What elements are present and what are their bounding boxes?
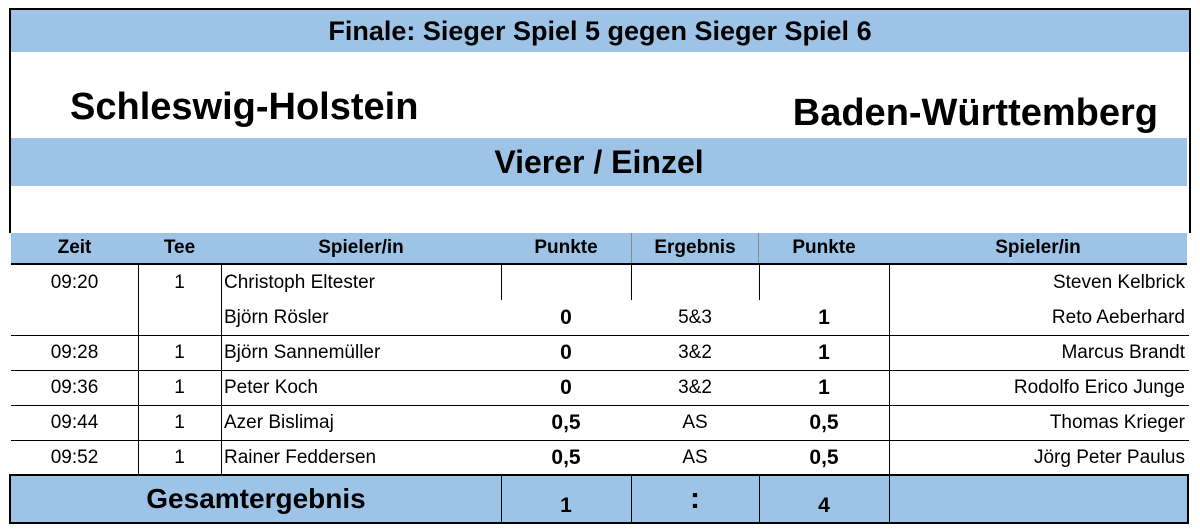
cell-punkte-left: 0: [560, 340, 572, 364]
cell-player-left: Rainer Feddersen: [224, 446, 377, 468]
cell-tee: 1: [174, 341, 185, 363]
top-frame: [9, 8, 1191, 233]
cell-player-left: Peter Koch: [224, 376, 318, 398]
cell-player-right: Steven Kelbrick: [1052, 271, 1185, 293]
cell-player-right: Thomas Krieger: [1049, 411, 1185, 433]
total-row: Gesamtergebnis 1 : 4: [9, 474, 1189, 524]
cell-punkte-right: 1: [818, 305, 830, 329]
row-divider: [11, 370, 1189, 371]
row-divider: [11, 335, 1189, 336]
format-heading: Vierer / Einzel: [11, 138, 1187, 186]
table-row: 09:20 1 Christoph Eltester Steven Kelbri…: [11, 265, 1187, 300]
cell-punkte-right: 1: [818, 375, 830, 399]
cell-zeit: [11, 300, 138, 335]
cell-punkte-left: 0,5: [551, 445, 581, 469]
row-divider: [11, 440, 1189, 441]
col-ergebnis: Ergebnis: [631, 233, 759, 263]
team-left-name: Schleswig-Holstein: [70, 86, 419, 128]
table-header: Zeit Tee Spieler/in Punkte Ergebnis Punk…: [11, 233, 1187, 265]
col-punkte-left: Punkte: [534, 237, 598, 258]
cell-player-left: Christoph Eltester: [224, 271, 376, 293]
cell-punkte-left: 0: [560, 375, 572, 399]
cell-punkte-left: 0: [560, 305, 572, 329]
cell-ergebnis: 5&3: [678, 306, 712, 328]
cell-ergebnis: AS: [682, 411, 708, 433]
col-spieler-left: Spieler/in: [318, 237, 404, 258]
cell-ergebnis: 3&2: [678, 341, 712, 363]
cell-tee: 1: [174, 271, 185, 293]
cell-punkte-left: 0,5: [551, 410, 581, 434]
cell-player-right: Rodolfo Erico Junge: [1013, 376, 1185, 398]
cell-tee: 1: [174, 376, 185, 398]
cell-zeit: 09:36: [50, 376, 99, 398]
col-zeit: Zeit: [57, 237, 92, 258]
cell-zeit: 09:44: [50, 411, 99, 433]
cell-player-left: Björn Sannemüller: [224, 341, 381, 363]
cell-player-right: Marcus Brandt: [1061, 341, 1185, 363]
cell-punkte-right: 0,5: [809, 410, 839, 434]
cell-zeit: 09:20: [50, 271, 99, 293]
cell-player-right: Jörg Peter Paulus: [1033, 446, 1185, 468]
cell-punkte-right: 0,5: [809, 445, 839, 469]
cell-ergebnis: AS: [682, 446, 708, 468]
cell-player-right: Reto Aeberhard: [1051, 306, 1185, 328]
col-tee: Tee: [163, 237, 196, 258]
match-title: Finale: Sieger Spiel 5 gegen Sieger Spie…: [9, 8, 1191, 52]
cell-punkte-left: [501, 265, 631, 300]
table-row: 09:52 1 Rainer Feddersen 0,5 AS 0,5 Jörg…: [11, 440, 1187, 475]
table-row: 09:28 1 Björn Sannemüller 0 3&2 1 Marcus…: [11, 335, 1187, 370]
table-row: 09:36 1 Peter Koch 0 3&2 1 Rodolfo Erico…: [11, 370, 1187, 405]
total-right-score: 4: [818, 494, 830, 517]
table-row: 09:44 1 Azer Bislimaj 0,5 AS 0,5 Thomas …: [11, 405, 1187, 440]
cell-punkte-right: [759, 265, 889, 300]
col-punkte-right: Punkte: [792, 237, 856, 258]
team-right-name: Baden-Württemberg: [792, 92, 1158, 134]
cell-tee: 1: [174, 446, 185, 468]
cell-player-left: Björn Rösler: [224, 306, 329, 328]
table-row: Björn Rösler 0 5&3 1 Reto Aeberhard: [11, 300, 1187, 335]
total-left-score: 1: [560, 494, 572, 517]
cell-zeit: 09:28: [50, 341, 99, 363]
total-label: Gesamtergebnis: [146, 483, 366, 514]
cell-ergebnis: 3&2: [678, 376, 712, 398]
cell-player-left: Azer Bislimaj: [224, 411, 334, 433]
cell-tee: 1: [174, 411, 185, 433]
cell-punkte-right: 1: [818, 340, 830, 364]
cell-zeit: 09:52: [50, 446, 99, 468]
total-separator: :: [690, 482, 700, 515]
col-spieler-right: Spieler/in: [995, 237, 1081, 258]
cell-tee: [138, 300, 221, 335]
row-divider: [11, 405, 1189, 406]
cell-ergebnis: [631, 265, 759, 300]
